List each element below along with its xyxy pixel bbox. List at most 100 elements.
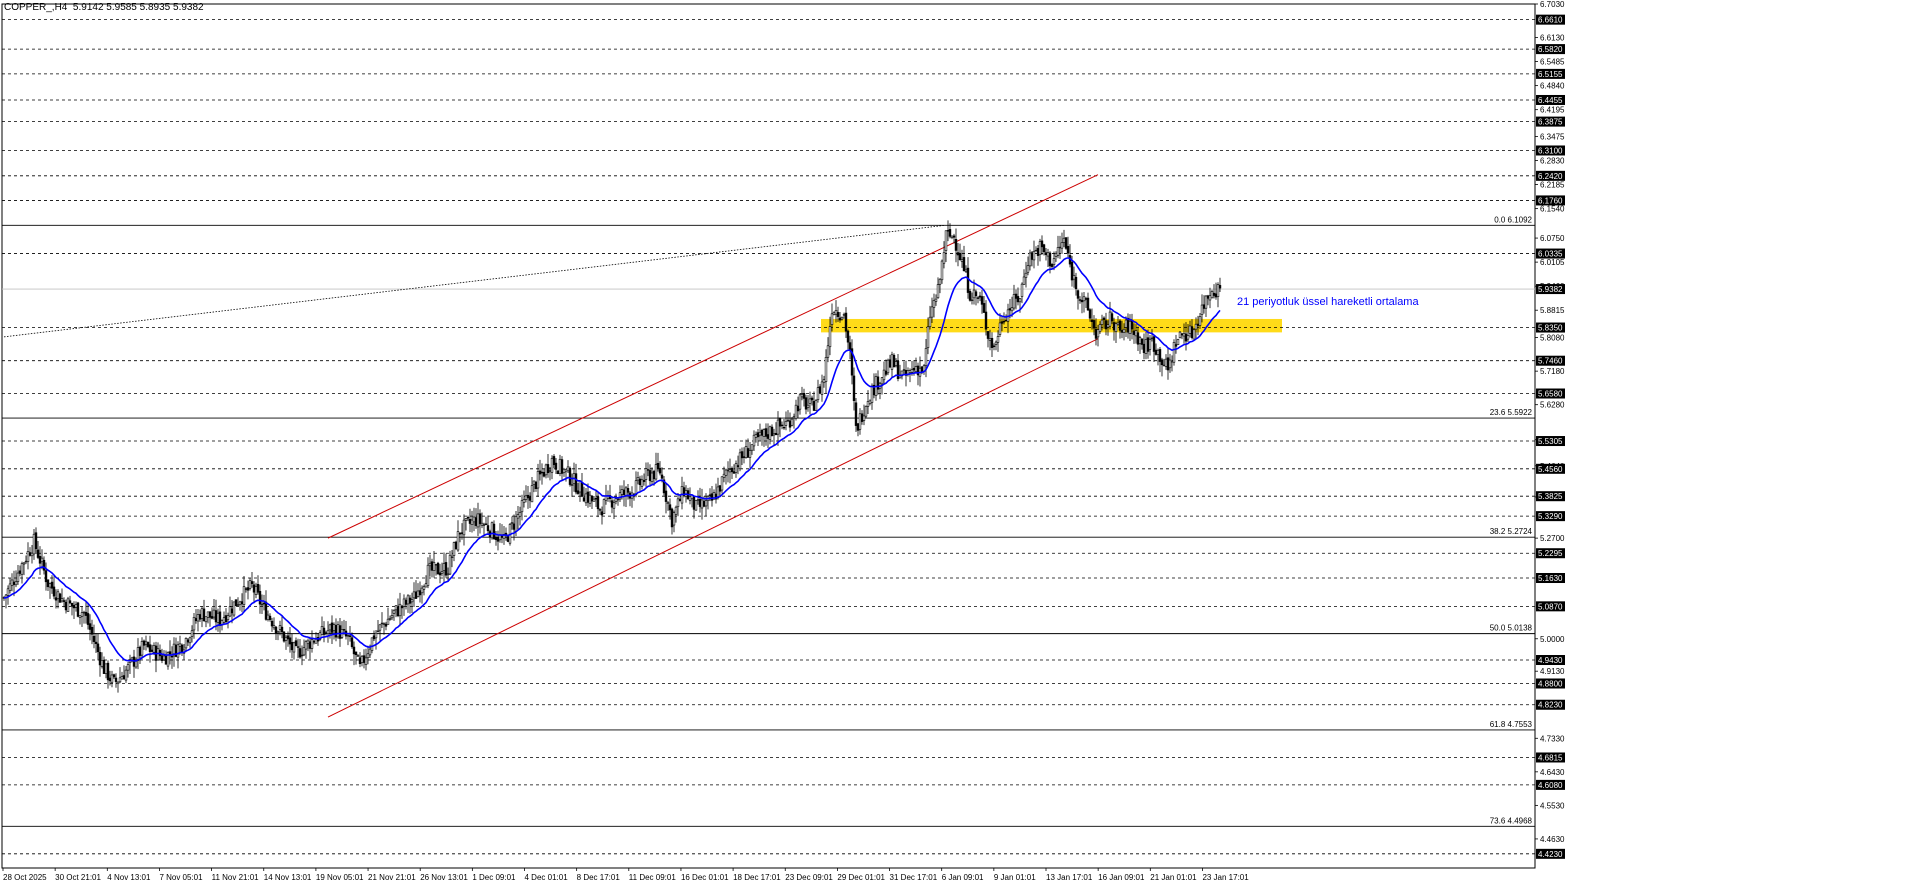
level-price-label-bg (1536, 145, 1565, 156)
candle-body (786, 419, 790, 422)
candle-body (968, 290, 972, 301)
candle-body (436, 562, 440, 575)
candle-body (538, 470, 542, 475)
candle-body (196, 614, 200, 622)
candle-body (1158, 349, 1162, 362)
candle-body (570, 484, 574, 486)
candle-body (276, 631, 280, 634)
candle-body (668, 504, 672, 511)
candle-body (1104, 320, 1108, 330)
candle-body (168, 651, 172, 655)
candle-body (688, 496, 692, 501)
candle-body (670, 508, 674, 528)
candle-body (558, 458, 562, 474)
candle-body (1192, 329, 1196, 340)
candle-body (72, 604, 76, 609)
candle-body (374, 632, 378, 639)
candle-body (734, 463, 738, 473)
candle-body (94, 641, 98, 644)
candle-body (942, 252, 946, 264)
candle-body (396, 606, 400, 617)
candle-body (702, 501, 706, 507)
candle-body (808, 398, 812, 404)
candle-body (1064, 237, 1068, 249)
candle-body (1020, 283, 1024, 297)
candle-body (234, 599, 238, 606)
candle-body (994, 341, 998, 345)
level-price-label: 4.6815 (1538, 753, 1563, 762)
candle-body (644, 468, 648, 480)
candle-body (836, 312, 840, 317)
candle-body (100, 660, 104, 667)
candle-body (1216, 284, 1220, 298)
candle-body (950, 235, 954, 238)
time-label: 6 Jan 09:01 (942, 873, 984, 882)
candle-body (318, 632, 322, 640)
candle-body (1066, 246, 1070, 254)
fibonacci-label: 23.6 5.5922 (1490, 408, 1533, 417)
candle-body (966, 267, 970, 293)
candle-body (126, 664, 130, 671)
candle-body (1166, 357, 1170, 371)
ohlc-readout: 5.9142 5.9585 5.8935 5.9382 (72, 2, 204, 13)
candle-body (732, 471, 736, 474)
candle-body (756, 432, 760, 438)
candle-body (908, 370, 912, 374)
level-price-label-bg (1536, 752, 1565, 763)
candle-body (1172, 342, 1176, 363)
candle-body (486, 525, 490, 532)
candle-body (1044, 252, 1048, 255)
candle-body (394, 605, 398, 611)
candle-body (248, 580, 252, 589)
candle-body (66, 598, 70, 612)
candle-body (1184, 333, 1188, 342)
candle-body (464, 518, 468, 521)
candle-body (252, 584, 256, 593)
support-zone (821, 318, 1282, 333)
candle-body (518, 512, 522, 517)
candle-body (96, 643, 100, 653)
candle-body (818, 386, 822, 394)
level-price-label-bg (1536, 116, 1565, 127)
time-label: 14 Nov 13:01 (264, 873, 312, 882)
candle-body (1032, 251, 1036, 261)
candle-body (410, 599, 414, 603)
candle-body (846, 330, 850, 343)
candle-body (1132, 330, 1136, 335)
candle-body (454, 541, 458, 550)
candle-body (742, 456, 746, 458)
candle-body (870, 385, 874, 403)
level-price-label: 6.3875 (1538, 118, 1563, 127)
candle-body (216, 612, 220, 623)
candle-body (678, 498, 682, 502)
candle-body (960, 259, 964, 262)
level-price-label-bg (1536, 463, 1565, 474)
candle-body (176, 644, 180, 658)
candle-body (298, 648, 302, 658)
candle-body (600, 511, 604, 516)
candle-body (532, 480, 536, 485)
level-price-label: 4.8800 (1538, 679, 1563, 688)
candle-body (1190, 326, 1194, 338)
candle-body (844, 312, 848, 332)
price-tick-label: 5.0000 (1540, 635, 1565, 644)
candle-body (550, 457, 554, 473)
candle-body (788, 420, 792, 428)
candle-body (26, 551, 30, 562)
candle-body (204, 616, 208, 623)
candle-body (84, 611, 88, 616)
candle-body (356, 655, 360, 657)
candle-body (430, 561, 434, 571)
candle-body (380, 622, 384, 625)
candle-body (1056, 247, 1060, 256)
candle-body (660, 474, 664, 479)
candle-body (160, 655, 164, 661)
candle-body (1054, 253, 1058, 257)
candle-body (366, 653, 370, 659)
candle-body (320, 626, 324, 635)
candle-body (272, 625, 276, 629)
candle-body (656, 462, 660, 469)
level-price-label-bg (1536, 699, 1565, 710)
price-tick-label: 6.6130 (1540, 34, 1565, 43)
